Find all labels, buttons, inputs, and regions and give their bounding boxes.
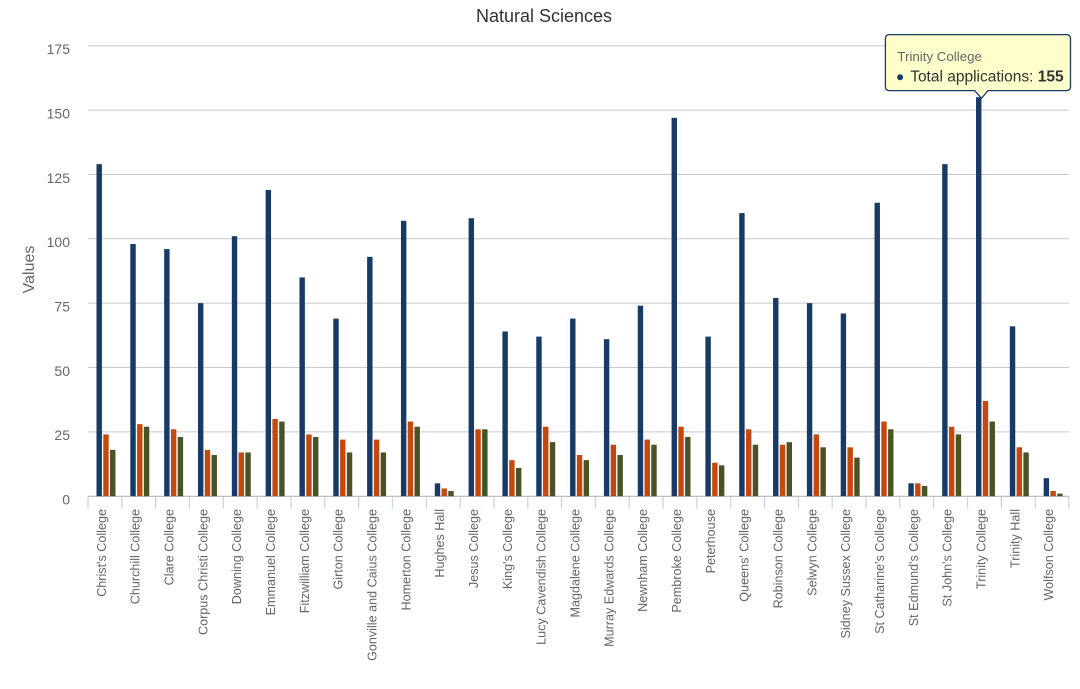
svg-text:Total applications: 155: Total applications: 155	[910, 68, 1064, 85]
svg-text:Jesus College: Jesus College	[467, 509, 481, 588]
svg-text:Hughes Hall: Hughes Hall	[433, 509, 447, 578]
svg-text:125: 125	[47, 170, 71, 186]
svg-text:100: 100	[47, 234, 71, 250]
svg-text:Robinson College: Robinson College	[771, 509, 785, 608]
svg-text:25: 25	[54, 427, 70, 443]
svg-text:St Edmund's College: St Edmund's College	[907, 509, 921, 626]
svg-text:St John's College: St John's College	[941, 509, 955, 607]
svg-text:Murray Edwards College: Murray Edwards College	[602, 509, 616, 647]
svg-text:150: 150	[47, 105, 71, 121]
svg-text:Wolfson College: Wolfson College	[1042, 509, 1056, 600]
svg-text:Clare College: Clare College	[163, 509, 177, 585]
svg-text:Pembroke College: Pembroke College	[670, 509, 684, 613]
svg-text:Christ's College: Christ's College	[95, 509, 109, 597]
svg-text:Corpus Christi College: Corpus Christi College	[196, 509, 210, 635]
svg-text:Fitzwilliam College: Fitzwilliam College	[298, 509, 312, 613]
svg-text:Gonville and Caius College: Gonville and Caius College	[366, 509, 380, 661]
svg-text:175: 175	[47, 41, 71, 57]
svg-text:Trinity College: Trinity College	[897, 49, 982, 64]
svg-text:Churchill College: Churchill College	[129, 509, 143, 604]
svg-text:Homerton College: Homerton College	[399, 509, 413, 611]
svg-text:Peterhouse: Peterhouse	[704, 509, 718, 573]
svg-text:Selwyn College: Selwyn College	[805, 509, 819, 596]
svg-text:Trinity Hall: Trinity Hall	[1008, 509, 1022, 568]
svg-text:Lucy Cavendish College: Lucy Cavendish College	[535, 509, 549, 645]
svg-text:Downing College: Downing College	[230, 509, 244, 604]
svg-text:Girton College: Girton College	[332, 509, 346, 590]
svg-text:Magdalene College: Magdalene College	[569, 509, 583, 618]
svg-text:St Catharine's College: St Catharine's College	[873, 509, 887, 634]
svg-text:Emmanuel College: Emmanuel College	[264, 509, 278, 615]
svg-text:King's College: King's College	[501, 509, 515, 589]
svg-text:Trinity College: Trinity College	[974, 509, 988, 589]
svg-text:Newnham College: Newnham College	[636, 509, 650, 612]
svg-text:Sidney Sussex College: Sidney Sussex College	[839, 509, 853, 639]
svg-text:75: 75	[54, 298, 70, 314]
svg-text:Natural Sciences: Natural Sciences	[476, 6, 612, 26]
svg-text:Queens' College: Queens' College	[738, 509, 752, 602]
svg-text:Values: Values	[21, 246, 38, 294]
svg-text:0: 0	[62, 492, 70, 508]
svg-text:50: 50	[54, 363, 70, 379]
